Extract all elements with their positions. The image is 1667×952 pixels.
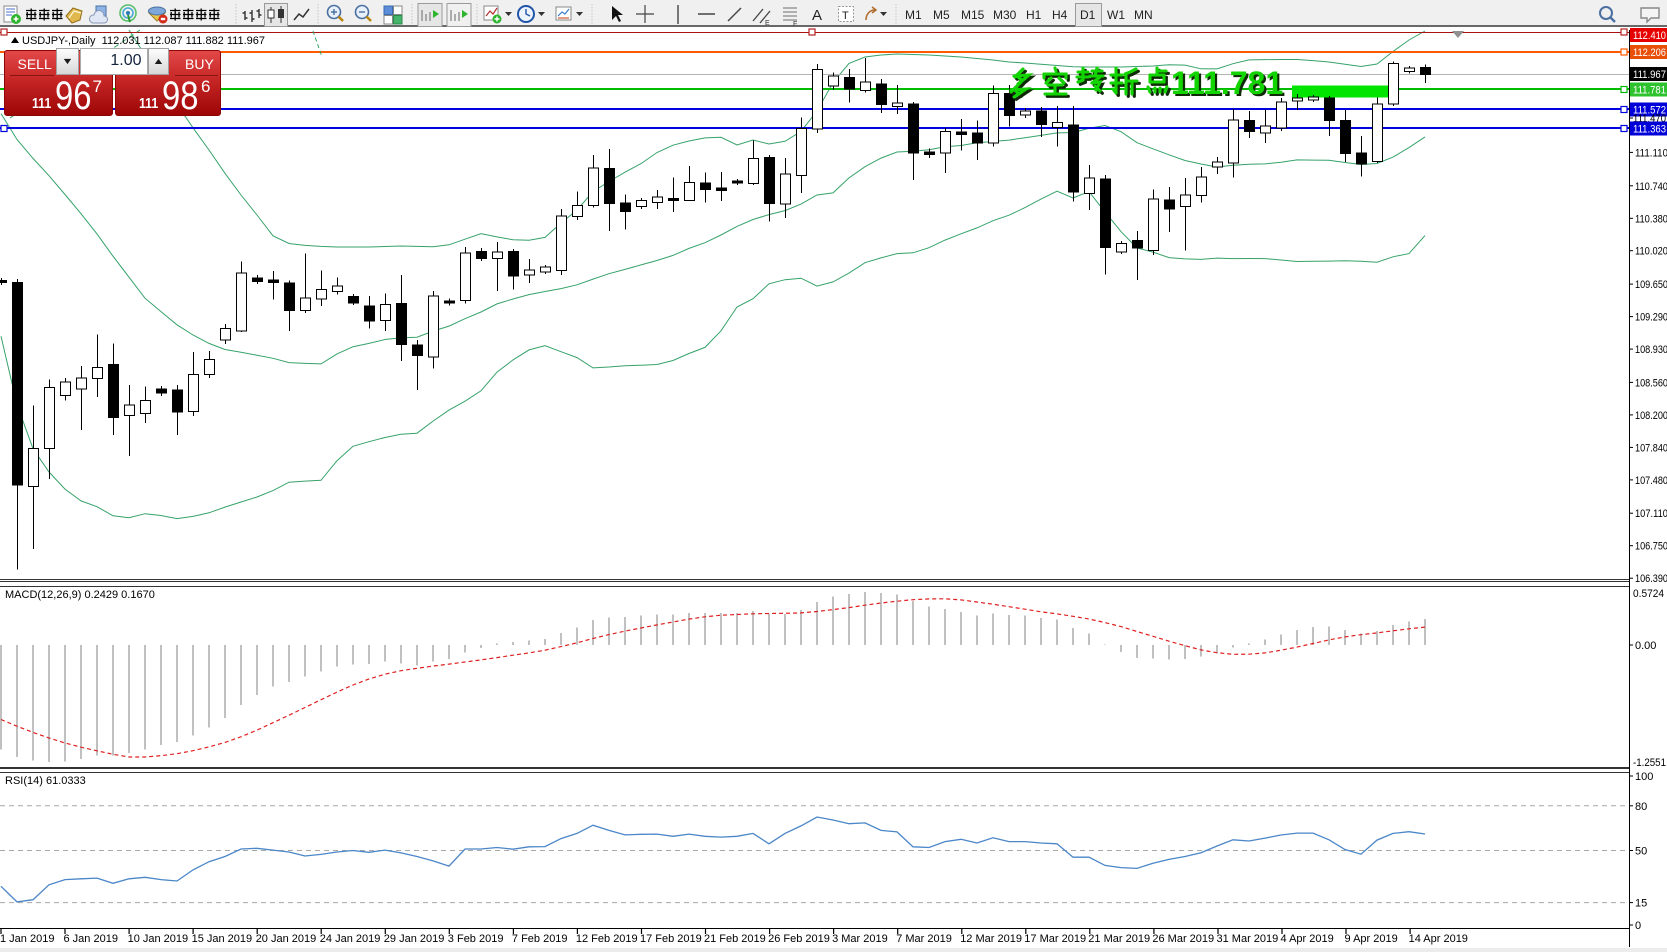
svg-text:106.750: 106.750 (1635, 541, 1667, 553)
svg-text:A: A (812, 7, 822, 24)
svg-text:4 Apr 2019: 4 Apr 2019 (1281, 933, 1334, 945)
svg-text:F: F (793, 21, 797, 28)
svg-text:111.781: 111.781 (1171, 65, 1283, 101)
svg-text:15 Jan 2019: 15 Jan 2019 (192, 933, 253, 945)
svg-text:M5: M5 (933, 8, 950, 22)
svg-text:E: E (765, 20, 770, 27)
svg-text:1 Jan 2019: 1 Jan 2019 (0, 933, 54, 945)
svg-text:108.200: 108.200 (1635, 410, 1667, 422)
svg-text:17 Feb 2019: 17 Feb 2019 (640, 933, 702, 945)
svg-text:M1: M1 (905, 8, 922, 22)
svg-text:3 Feb 2019: 3 Feb 2019 (448, 933, 504, 945)
svg-text:106.390: 106.390 (1635, 573, 1667, 585)
svg-text:10 Jan 2019: 10 Jan 2019 (128, 933, 189, 945)
svg-text:111.781: 111.781 (1173, 67, 1285, 103)
svg-text:107.480: 107.480 (1635, 475, 1667, 487)
svg-text:M30: M30 (993, 8, 1017, 22)
svg-text:3 Mar 2019: 3 Mar 2019 (832, 933, 888, 945)
svg-text:-1.2551: -1.2551 (1633, 757, 1666, 769)
svg-text:MACD(12,26,9) 0.2429 0.1670: MACD(12,26,9) 0.2429 0.1670 (5, 589, 155, 601)
svg-text:W1: W1 (1107, 8, 1125, 22)
svg-text:110.380: 110.380 (1635, 213, 1667, 225)
svg-text:21 Mar 2019: 21 Mar 2019 (1088, 933, 1150, 945)
svg-text:T: T (842, 10, 849, 22)
svg-text:108.560: 108.560 (1635, 377, 1667, 389)
svg-text:15: 15 (1635, 898, 1647, 910)
svg-text:USDJPY-,Daily 112.031 112.087: USDJPY-,Daily 112.031 112.087 111.882 11… (22, 35, 265, 47)
svg-text:H4: H4 (1052, 8, 1068, 22)
svg-text:7 Mar 2019: 7 Mar 2019 (896, 933, 952, 945)
svg-text:12 Mar 2019: 12 Mar 2019 (960, 933, 1022, 945)
svg-text:12 Feb 2019: 12 Feb 2019 (576, 933, 638, 945)
svg-text:107.110: 107.110 (1635, 508, 1667, 520)
svg-text:H1: H1 (1026, 8, 1042, 22)
svg-text:111.572: 111.572 (1633, 105, 1666, 117)
svg-text:M15: M15 (961, 8, 985, 22)
svg-text:6 Jan 2019: 6 Jan 2019 (64, 933, 118, 945)
svg-text:9 Apr 2019: 9 Apr 2019 (1345, 933, 1398, 945)
svg-text:111.110: 111.110 (1635, 147, 1667, 159)
svg-text:50: 50 (1635, 846, 1647, 858)
svg-text:MN: MN (1134, 8, 1153, 22)
svg-text:112.206: 112.206 (1633, 47, 1666, 59)
svg-text:RSI(14) 61.0333: RSI(14) 61.0333 (5, 775, 86, 787)
svg-text:17 Mar 2019: 17 Mar 2019 (1024, 933, 1086, 945)
svg-text:26 Feb 2019: 26 Feb 2019 (768, 933, 830, 945)
svg-text:111.781: 111.781 (1633, 85, 1666, 97)
svg-text:26 Mar 2019: 26 Mar 2019 (1152, 933, 1214, 945)
svg-text:24 Jan 2019: 24 Jan 2019 (320, 933, 381, 945)
svg-text:20 Jan 2019: 20 Jan 2019 (256, 933, 317, 945)
svg-text:31 Mar 2019: 31 Mar 2019 (1217, 933, 1279, 945)
svg-text:21 Feb 2019: 21 Feb 2019 (704, 933, 766, 945)
svg-text:112.410: 112.410 (1633, 30, 1666, 42)
svg-text:7 Feb 2019: 7 Feb 2019 (512, 933, 568, 945)
svg-text:111.967: 111.967 (1633, 69, 1666, 81)
svg-text:109.290: 109.290 (1635, 312, 1667, 324)
svg-text:80: 80 (1635, 801, 1647, 813)
svg-text:0: 0 (1635, 920, 1641, 932)
svg-text:14 Apr 2019: 14 Apr 2019 (1409, 933, 1468, 945)
svg-text:D1: D1 (1080, 8, 1096, 22)
svg-text:108.930: 108.930 (1635, 344, 1667, 356)
svg-text:111.363: 111.363 (1633, 124, 1666, 136)
svg-text:100: 100 (1635, 771, 1653, 783)
svg-text:110.740: 110.740 (1635, 181, 1667, 193)
svg-text:29 Jan 2019: 29 Jan 2019 (384, 933, 445, 945)
svg-text:110.020: 110.020 (1635, 246, 1667, 258)
svg-text:109.650: 109.650 (1635, 279, 1667, 291)
svg-text:0.00: 0.00 (1635, 640, 1656, 652)
svg-text:107.840: 107.840 (1635, 442, 1667, 454)
svg-text:0.5724: 0.5724 (1633, 588, 1664, 600)
